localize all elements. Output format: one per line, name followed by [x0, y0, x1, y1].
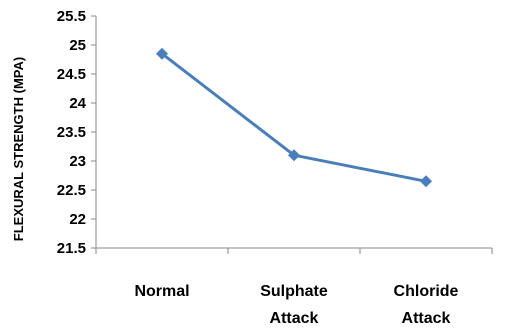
y-tick-label: 24 — [69, 95, 86, 112]
y-tick-label: 24.5 — [57, 66, 86, 83]
y-tick-label: 25.5 — [57, 8, 86, 25]
x-categories: Normal Sulphate Attack Chloride Attack — [95, 248, 493, 327]
x-category-label-line: Chloride — [394, 283, 459, 300]
x-category-label: Normal — [134, 283, 189, 300]
y-tick-label: 25 — [69, 37, 86, 54]
y-axis-label-group: FLEXURAL STRENGTH (MPA) — [11, 57, 26, 241]
series-group — [156, 47, 432, 188]
axes — [95, 16, 492, 249]
y-tick-label: 21.5 — [57, 240, 86, 257]
y-tick-label: 23 — [69, 153, 86, 170]
x-category-label-line: Sulphate — [260, 283, 328, 300]
y-tick-label: 22.5 — [57, 182, 86, 199]
x-category-label: Sulphate Attack — [260, 283, 328, 327]
y-ticks: 21.5 22 22.5 23 23.5 24 24.5 25 25.5 — [57, 8, 96, 257]
y-tick-label: 22 — [69, 211, 86, 228]
x-category-label-line: Attack — [402, 310, 451, 327]
x-category-label: Chloride Attack — [394, 283, 459, 327]
data-point-marker — [420, 175, 432, 188]
y-tick-label: 23.5 — [57, 124, 86, 141]
data-point-marker — [288, 149, 300, 162]
x-category-label-line: Normal — [134, 283, 189, 300]
y-axis-label: FLEXURAL STRENGTH (MPA) — [11, 57, 26, 241]
series-line — [161, 52, 427, 183]
data-point-marker — [156, 47, 168, 60]
x-category-label-line: Attack — [270, 310, 319, 327]
